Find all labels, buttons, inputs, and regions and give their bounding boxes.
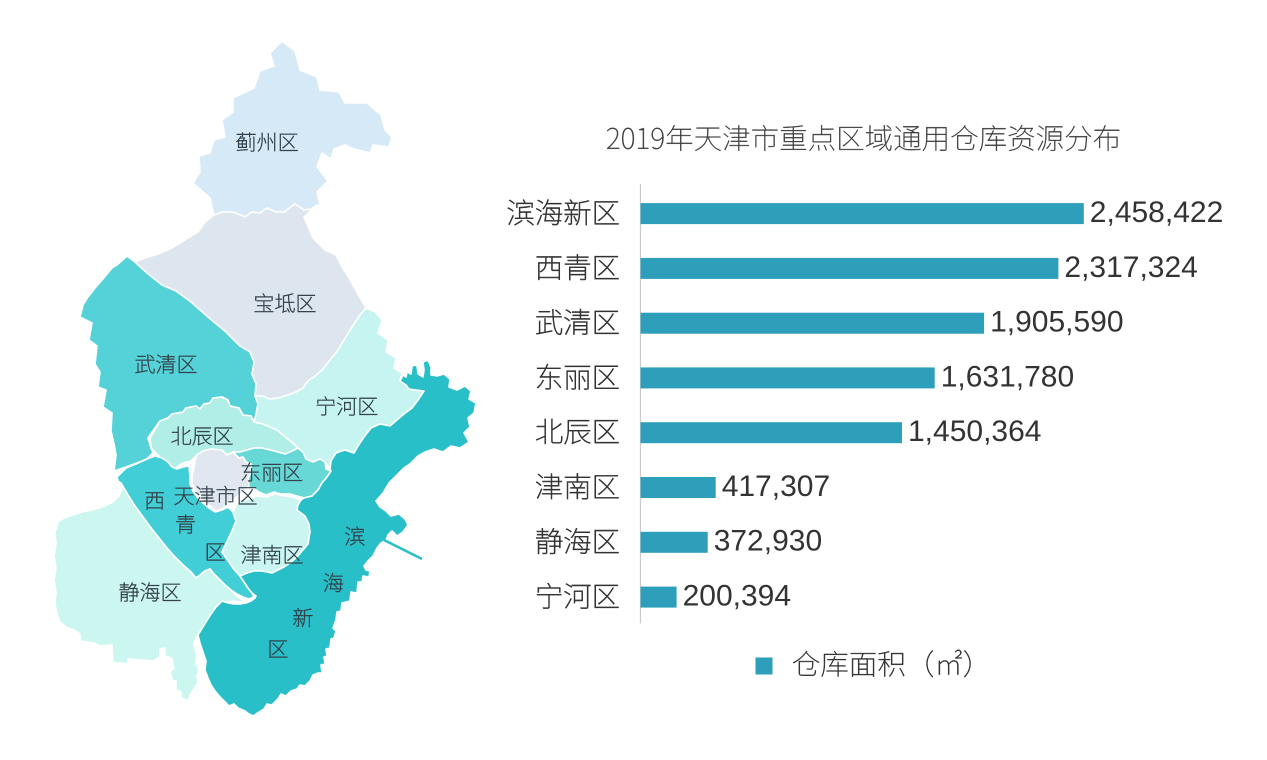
svg-text:200,394: 200,394 [683, 580, 791, 613]
svg-text:2,317,324: 2,317,324 [1064, 251, 1197, 284]
svg-text:1,905,590: 1,905,590 [990, 306, 1123, 339]
svg-text:1,631,780: 1,631,780 [941, 360, 1074, 393]
svg-text:372,930: 372,930 [714, 525, 822, 558]
svg-text:1,450,364: 1,450,364 [908, 415, 1041, 448]
svg-text:417,307: 417,307 [722, 470, 830, 503]
svg-text:2,458,422: 2,458,422 [1090, 196, 1223, 229]
